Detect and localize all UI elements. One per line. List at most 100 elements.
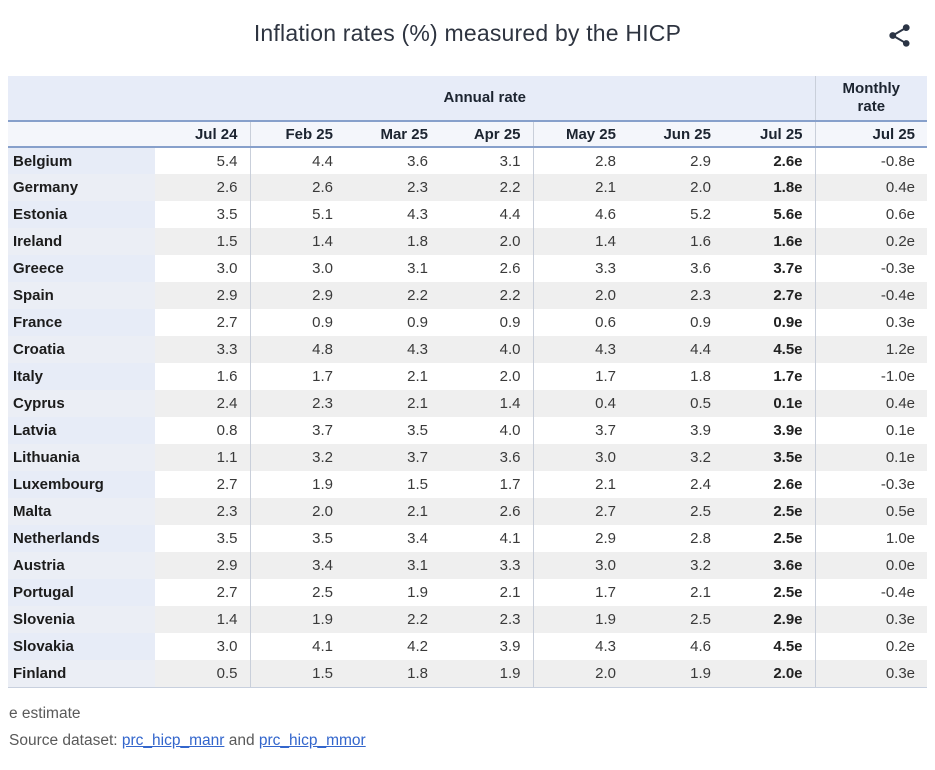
monthly-value-cell: 1.0e xyxy=(885,530,916,547)
annual-value-cell: 2.6 xyxy=(440,255,534,282)
annual-value-cell: 3.1 xyxy=(440,147,534,174)
annual-value-cell: 4.2 xyxy=(407,638,428,655)
annual-value-cell: 3.1 xyxy=(407,557,428,574)
annual-value-cell: 1.7 xyxy=(595,368,616,385)
annual-value-cell: 1.9 xyxy=(440,660,534,688)
annual-value-cell: 1.4 xyxy=(312,233,333,250)
country-name: Greece xyxy=(8,255,155,282)
annual-flash-value-cell: 2.9e xyxy=(723,606,816,633)
annual-value-cell: 3.3 xyxy=(440,552,534,579)
annual-value-cell: 4.3 xyxy=(595,638,616,655)
annual-value-cell: 5.1 xyxy=(312,206,333,223)
annual-value-cell: 1.9 xyxy=(407,584,428,601)
annual-flash-value-cell: 3.5e xyxy=(723,444,816,471)
annual-value-cell: 3.3 xyxy=(155,336,251,363)
annual-value-cell: 3.1 xyxy=(407,260,428,277)
annual-value-cell: 2.5 xyxy=(690,611,711,628)
annual-value-cell: 0.5 xyxy=(690,395,711,412)
annual-flash-value-cell: 2.5e xyxy=(723,525,816,552)
source-prefix: Source dataset: xyxy=(9,731,122,749)
page: Inflation rates (%) measured by the HICP… xyxy=(8,20,928,750)
annual-value-cell: 2.3 xyxy=(155,498,251,525)
annual-value-cell: 2.0 xyxy=(533,660,628,688)
annual-value-cell: 2.1 xyxy=(440,579,534,606)
monthly-value-cell: 0.4e xyxy=(885,179,916,196)
annual-flash-value-cell: 0.9e xyxy=(723,309,816,336)
annual-flash-value-cell: 3.6e xyxy=(723,552,816,579)
monthly-value-cell: 0.1e xyxy=(885,449,916,466)
annual-value-cell: 4.3 xyxy=(407,206,428,223)
annual-value-cell: 3.5 xyxy=(155,525,251,552)
annual-value-cell: 1.6 xyxy=(155,363,251,390)
annual-value-cell: 2.5 xyxy=(690,503,711,520)
table-row: Spain 2.9 2.9 2.2 2.2 2.0 2.3 2.7e -0.4e xyxy=(8,282,928,309)
annual-value-cell: 1.1 xyxy=(155,444,251,471)
annual-value-cell: 2.4 xyxy=(690,476,711,493)
annual-value-cell: 4.3 xyxy=(595,341,616,358)
monthly-value-cell: 0.1e xyxy=(885,422,916,439)
column-header-apr25: Apr 25 xyxy=(440,121,534,148)
column-header-feb25: Feb 25 xyxy=(250,121,345,148)
annual-value-cell: 3.5 xyxy=(312,530,333,547)
annual-value-cell: 2.7 xyxy=(155,309,251,336)
annual-value-cell: 1.4 xyxy=(155,606,251,633)
annual-flash-value-cell: 2.5e xyxy=(723,579,816,606)
country-name: Cyprus xyxy=(8,390,155,417)
annual-flash-value-cell: 3.9e xyxy=(723,417,816,444)
annual-value-cell: 2.6 xyxy=(440,498,534,525)
monthly-value-cell: 1.2e xyxy=(885,341,916,358)
annual-value-cell: 3.6 xyxy=(440,444,534,471)
share-button[interactable] xyxy=(884,20,915,51)
annual-value-cell: 2.8 xyxy=(595,152,616,170)
annual-value-cell: 4.1 xyxy=(312,638,333,655)
annual-flash-value-cell: 4.5e xyxy=(723,633,816,660)
annual-value-cell: 4.1 xyxy=(440,525,534,552)
annual-value-cell: 2.9 xyxy=(155,552,251,579)
group-header-annual: Annual rate xyxy=(155,76,816,122)
column-header-jun25: Jun 25 xyxy=(628,121,723,148)
table-row: Estonia 3.5 5.1 4.3 4.4 4.6 5.2 5.6e 0.6e xyxy=(8,201,928,228)
group-header-empty xyxy=(8,76,155,122)
annual-value-cell: 0.8 xyxy=(155,417,251,444)
country-name: Malta xyxy=(8,498,155,525)
source-link-manr[interactable]: prc_hicp_manr xyxy=(121,731,225,749)
country-name: France xyxy=(8,309,155,336)
table-row: Lithuania 1.1 3.2 3.7 3.6 3.0 3.2 3.5e 0.1e xyxy=(8,444,928,471)
annual-value-cell: 3.0 xyxy=(155,633,251,660)
footnote: e estimate xyxy=(9,704,81,722)
annual-value-cell: 1.8 xyxy=(690,368,711,385)
annual-value-cell: 2.3 xyxy=(407,179,428,196)
annual-value-cell: 2.7 xyxy=(155,579,251,606)
annual-value-cell: 1.7 xyxy=(440,471,534,498)
country-name: Netherlands xyxy=(8,525,155,552)
annual-flash-value-cell: 2.6e xyxy=(723,471,816,498)
annual-value-cell: 3.2 xyxy=(312,449,333,466)
country-name: Lithuania xyxy=(8,444,155,471)
annual-value-cell: 0.4 xyxy=(595,395,616,412)
monthly-value-cell: 0.6e xyxy=(885,206,916,223)
annual-value-cell: 3.2 xyxy=(690,449,711,466)
annual-value-cell: 1.6 xyxy=(690,233,711,250)
source-link-mmor[interactable]: prc_hicp_mmor xyxy=(258,731,366,749)
monthly-value-cell: -0.3e xyxy=(880,260,916,277)
annual-value-cell: 2.8 xyxy=(690,530,711,547)
annual-value-cell: 2.6 xyxy=(312,179,333,196)
source-line: Source dataset: prc_hicp_manr and prc_hi… xyxy=(9,732,927,750)
annual-value-cell: 2.6 xyxy=(155,174,251,201)
country-name: Luxembourg xyxy=(8,471,155,498)
column-header-jul24: Jul 24 xyxy=(155,121,251,148)
annual-flash-value-cell: 3.7e xyxy=(723,255,816,282)
country-name: Estonia xyxy=(8,201,155,228)
annual-value-cell: 5.4 xyxy=(155,147,251,174)
annual-value-cell: 3.0 xyxy=(595,557,616,574)
annual-value-cell: 4.4 xyxy=(440,201,534,228)
annual-value-cell: 2.7 xyxy=(155,471,251,498)
table-row: Cyprus 2.4 2.3 2.1 1.4 0.4 0.5 0.1e 0.4e xyxy=(8,390,928,417)
table-row: Malta 2.3 2.0 2.1 2.6 2.7 2.5 2.5e 0.5e xyxy=(8,498,928,525)
table-row: Portugal 2.7 2.5 1.9 2.1 1.7 2.1 2.5e -0.4e xyxy=(8,579,928,606)
monthly-value-cell: 0.3e xyxy=(815,660,928,688)
table-row: Croatia 3.3 4.8 4.3 4.0 4.3 4.4 4.5e 1.2e xyxy=(8,336,928,363)
annual-value-cell: 2.4 xyxy=(155,390,251,417)
annual-value-cell: 4.3 xyxy=(407,341,428,358)
annual-value-cell: 3.3 xyxy=(595,260,616,277)
